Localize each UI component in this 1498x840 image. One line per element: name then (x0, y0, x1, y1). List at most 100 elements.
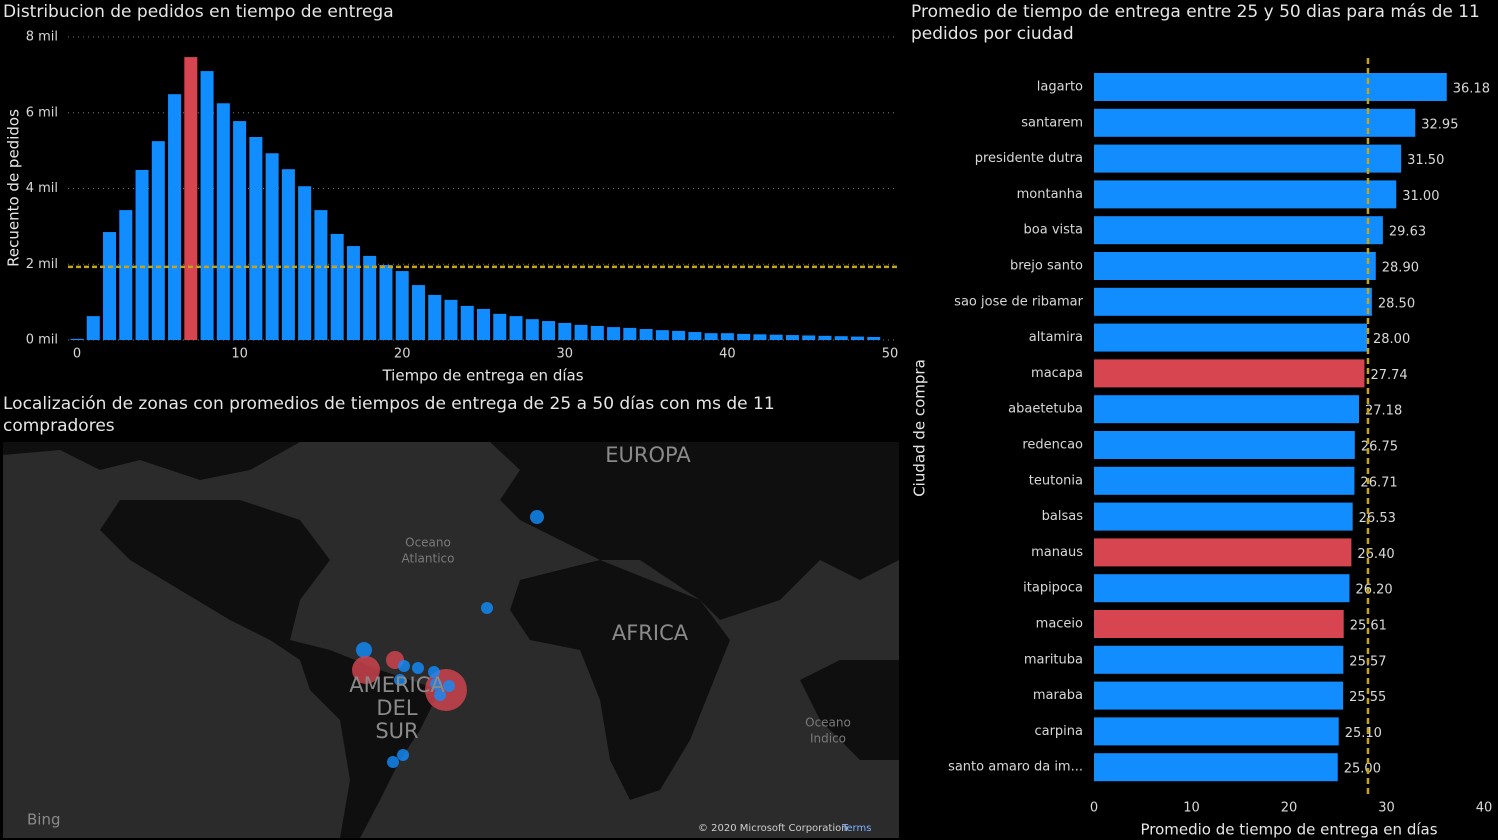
bar (1094, 395, 1360, 424)
value-label: 28.90 (1382, 261, 1419, 276)
bar (200, 71, 214, 341)
bar (802, 335, 816, 340)
bar (607, 327, 621, 340)
x-tick-label: 20 (1281, 801, 1298, 816)
value-label: 36.18 (1453, 82, 1490, 97)
y-tick-label: itapipoca (1023, 581, 1083, 596)
x-tick-label: 30 (1378, 801, 1395, 816)
y-axis-title: Recuento de pedidos (5, 109, 23, 267)
bar (460, 305, 474, 340)
bar (379, 265, 393, 340)
map-bubble (530, 510, 544, 524)
x-tick-label: 0 (1090, 801, 1098, 816)
bar (493, 313, 507, 340)
bar (476, 308, 491, 340)
bar (346, 246, 360, 340)
map-bubble (398, 660, 410, 672)
bar (639, 329, 653, 340)
bar (168, 94, 182, 340)
y-tick-label: redencao (1022, 438, 1083, 453)
map-terms[interactable]: Terms (841, 823, 871, 834)
y-tick-label: sao jose de ribamar (954, 294, 1083, 309)
x-tick-label: 10 (231, 347, 248, 362)
map-bubble (443, 680, 455, 692)
bar (1094, 216, 1383, 245)
bar (1094, 431, 1355, 459)
y-tick-label: 2 mil (26, 257, 58, 272)
value-label: 27.18 (1365, 404, 1402, 419)
y-tick-label: abaetetuba (1008, 402, 1083, 417)
map-bubble (434, 689, 446, 701)
map-title: Localización de zonas con promedios de t… (3, 394, 775, 414)
map-label: AFRICA (612, 621, 689, 645)
y-tick-label: marituba (1024, 652, 1083, 667)
value-label: 26.40 (1357, 547, 1394, 562)
bar (411, 285, 425, 340)
map-bubbles (352, 510, 544, 768)
bar (428, 294, 442, 340)
bar (672, 330, 686, 340)
map-bubble (412, 662, 424, 674)
bar (1094, 610, 1344, 638)
map-label: AMERICA (349, 673, 445, 697)
bar (249, 136, 263, 340)
y-tick-label: santarem (1021, 115, 1083, 130)
x-tick-label: 0 (73, 347, 81, 362)
value-label: 26.75 (1361, 440, 1398, 455)
x-tick-label: 10 (1183, 801, 1200, 816)
y-tick-label: 0 mil (26, 333, 58, 348)
bar (1094, 717, 1339, 746)
bar (281, 169, 295, 340)
y-tick-label: santo amaro da im... (948, 760, 1083, 775)
map-label: Oceano (805, 716, 851, 730)
bar (1094, 144, 1402, 173)
bar (818, 335, 832, 340)
map: EUROPA Oceano Atlantico AFRICA AMERICA D… (3, 442, 899, 838)
y-tick-label: manaus (1031, 545, 1083, 560)
bar (86, 316, 100, 340)
value-label: 31.00 (1402, 189, 1439, 204)
map-bubble (394, 674, 406, 686)
bar (135, 169, 149, 340)
x-tick-label: 30 (557, 347, 574, 362)
bar (395, 271, 409, 340)
x-tick-label: 50 (882, 347, 899, 362)
map-bubble (397, 749, 409, 761)
bar (850, 336, 864, 340)
chart-title: Distribucion de pedidos en tiempo de ent… (3, 2, 394, 22)
bar (1094, 252, 1376, 280)
value-label: 25.10 (1345, 726, 1382, 741)
bar (1094, 645, 1344, 674)
bar (1094, 681, 1344, 710)
y-tick-label: balsas (1042, 509, 1084, 524)
map-label: Atlantico (402, 552, 455, 566)
value-label: 26.53 (1359, 511, 1396, 526)
y-tick-label: teutonia (1029, 473, 1083, 488)
map-bubble (387, 756, 399, 768)
bar (1094, 180, 1397, 209)
bar (1094, 108, 1416, 137)
value-label: 28.50 (1378, 296, 1415, 311)
land (3, 442, 899, 838)
bar (542, 321, 556, 340)
bar (265, 153, 279, 340)
bar (1094, 574, 1350, 603)
y-axis-title: Ciudad de compra (911, 359, 929, 497)
bar (70, 338, 84, 340)
bar (233, 121, 247, 341)
map-bubble (352, 656, 380, 684)
value-label: 25.00 (1344, 762, 1381, 777)
y-tick-label: presidente dutra (975, 151, 1083, 166)
bar (1094, 466, 1355, 495)
value-label: 25.55 (1349, 690, 1386, 705)
bar (1094, 73, 1447, 101)
y-tick-label: 6 mil (26, 105, 58, 120)
y-tick-label: boa vista (1024, 223, 1083, 238)
bar (867, 336, 881, 340)
bar (785, 335, 799, 340)
bar (655, 330, 669, 340)
y-tick-label: lagarto (1037, 80, 1083, 95)
map-provider: Bing (27, 811, 61, 829)
bar (590, 325, 604, 340)
value-label: 31.50 (1407, 153, 1444, 168)
